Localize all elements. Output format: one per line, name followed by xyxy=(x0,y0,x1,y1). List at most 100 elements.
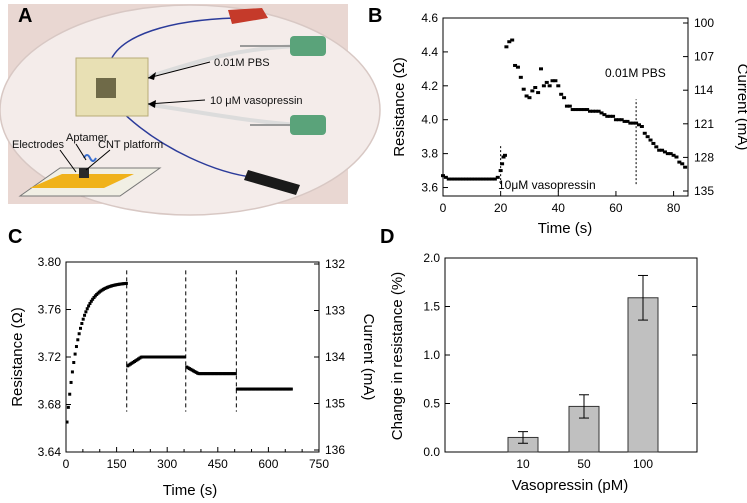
chart-b-point xyxy=(579,108,584,112)
wire-top xyxy=(109,17,236,63)
chart-b-point xyxy=(541,84,546,88)
chart-b-point xyxy=(608,114,613,118)
chart-c-point xyxy=(84,310,88,314)
chart-c-point xyxy=(79,326,83,330)
chart-b-y2tick-label: 114 xyxy=(694,83,713,97)
chart-b-point xyxy=(504,45,509,49)
chart-c-point xyxy=(66,405,70,409)
chart-d-xtick-label: 50 xyxy=(577,457,591,471)
chart-c-point xyxy=(73,352,77,356)
chart-b-point xyxy=(585,108,590,112)
needle-hub-bottom xyxy=(290,115,326,135)
chart-b-point xyxy=(590,109,595,113)
chart-b-y2tick-label: 100 xyxy=(694,16,714,30)
chart-b-point xyxy=(490,177,494,181)
chart-c-ylabel: Resistance (Ω) xyxy=(9,307,26,407)
chart-b-point xyxy=(449,177,454,181)
vaso-arrow xyxy=(147,99,206,105)
chart-b-point xyxy=(556,84,561,88)
inlet-tube-top xyxy=(144,44,301,80)
chart-c-point xyxy=(233,372,237,376)
chart-c-y2tick-label: 132 xyxy=(325,257,345,271)
chart-b-point xyxy=(501,155,506,159)
panel-label-d: D xyxy=(380,226,394,248)
chart-b-point xyxy=(648,138,653,142)
chart-b-point xyxy=(567,104,572,108)
chart-b-point xyxy=(613,118,618,122)
chart-b-ytick-label: 4.2 xyxy=(421,79,438,93)
cnt-platform xyxy=(79,168,89,178)
chart-b-point xyxy=(487,177,492,181)
aptamer-pointer xyxy=(75,143,87,161)
chart-b-point xyxy=(654,145,659,149)
chart-b-point xyxy=(642,131,647,135)
chart-b-ylabel: Resistance (Ω) xyxy=(391,57,408,157)
chart-b-point xyxy=(472,177,477,181)
chart-b-point xyxy=(680,162,685,166)
chart-b-point xyxy=(550,79,555,83)
chart-b-point xyxy=(498,169,503,173)
chart-b-marks: 0 20 40 60 80 3.6 3.8 4.0 4.2 4.4 4.6 100 107 114 121 1… xyxy=(421,11,714,215)
chart-c-xtick-label: 150 xyxy=(107,457,127,471)
chart-b-point xyxy=(466,177,471,181)
chart-b-point xyxy=(668,152,673,156)
chart-c-point xyxy=(72,361,76,365)
chart-b-point xyxy=(544,80,549,84)
chart-c-point xyxy=(87,304,91,308)
chart-b-point xyxy=(530,89,535,93)
chart-c-y2tick-label: 133 xyxy=(325,304,345,318)
label-cnt-platform: CNT platform xyxy=(98,139,163,151)
black-clip xyxy=(244,170,300,195)
chart-b-point xyxy=(637,123,641,127)
chart-c-ytick-label: 3.76 xyxy=(38,303,62,317)
chart-b-xtick-label: 60 xyxy=(609,201,623,215)
chart-c-point xyxy=(68,392,72,396)
chart-b-point xyxy=(495,175,500,179)
chart-b-point xyxy=(515,65,520,69)
chart-c-point xyxy=(83,313,87,317)
chart-c-point xyxy=(70,370,74,374)
chart-d-ytick-label: 2.0 xyxy=(423,251,440,265)
chart-c-xtick-label: 300 xyxy=(157,457,177,471)
chart-b-y2label: Current (mA) xyxy=(734,64,747,151)
chart-b-point xyxy=(524,94,529,98)
chart-b-point xyxy=(660,148,665,152)
chart-b-point xyxy=(593,109,598,113)
chart-c-point xyxy=(85,307,89,311)
chart-b-point xyxy=(662,150,667,154)
chart-b-point xyxy=(492,177,497,181)
chart-b-point xyxy=(651,141,656,145)
chart-b-ytick-label: 3.8 xyxy=(421,147,438,161)
chart-c-xtick-label: 0 xyxy=(63,457,70,471)
chart-b-point xyxy=(536,91,541,95)
chart-c-y2label: Current (mA) xyxy=(360,314,377,401)
chart-c-xtick-label: 450 xyxy=(208,457,228,471)
chart-d-ytick-label: 1.5 xyxy=(423,300,440,314)
chart-b-annotation-pbs: 0.01M PBS xyxy=(605,66,666,80)
chart-b-point xyxy=(521,87,526,91)
chart-c-point xyxy=(77,332,81,336)
chart-b-point xyxy=(518,75,523,79)
chart-b-point xyxy=(547,84,552,88)
wire-bottom xyxy=(117,107,261,179)
chart-b-point xyxy=(564,104,569,108)
chart-b-point xyxy=(527,96,532,100)
chart-c-point xyxy=(69,380,73,384)
chart-c-point xyxy=(289,387,293,391)
chart-d-xtick-label: 100 xyxy=(633,457,653,471)
chart-b-point xyxy=(616,118,621,122)
electrodes-pointer xyxy=(59,149,77,173)
chart-b-point xyxy=(645,135,650,139)
sensor-die xyxy=(96,78,116,98)
chart-c-xlabel: Time (s) xyxy=(163,482,217,499)
chart-c-point xyxy=(182,355,186,359)
chart-b-point xyxy=(513,63,518,67)
chart-c-point xyxy=(80,322,84,326)
chart-b-point xyxy=(634,121,639,125)
chart-b-point xyxy=(657,148,662,152)
vaso-arrowhead xyxy=(148,100,156,108)
chart-b-point xyxy=(599,111,604,115)
chart-b-point xyxy=(500,162,505,166)
chart-b-point xyxy=(588,109,592,113)
